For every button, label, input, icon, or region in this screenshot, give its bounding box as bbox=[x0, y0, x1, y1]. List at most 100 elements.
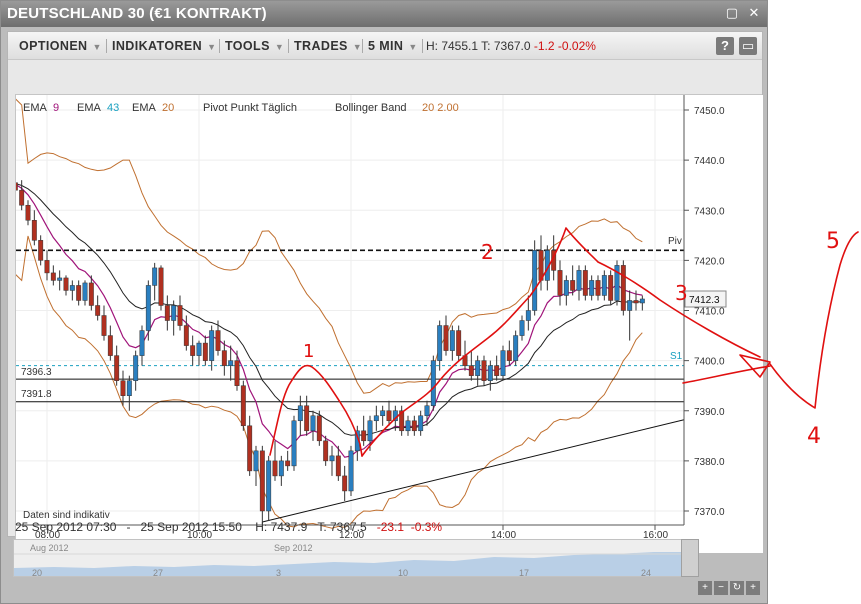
range-end: 25 Sep 2012 15:50 bbox=[140, 520, 242, 534]
candle-body bbox=[16, 182, 18, 191]
candle-body bbox=[538, 250, 544, 281]
candle-body bbox=[443, 325, 449, 351]
legend-ema-9-param: 9 bbox=[53, 102, 59, 114]
range-start: 25 Sep 2012 07:30 bbox=[15, 520, 117, 534]
window-titlebar[interactable]: DEUTSCHLAND 30 (€1 KONTRAKT) ▢ ✕ bbox=[1, 1, 767, 27]
legend-bollinger-label: Bollinger Band bbox=[335, 102, 407, 114]
y-tick-label: 7440.0 bbox=[694, 156, 725, 167]
level-a-label: 7396.3 bbox=[21, 367, 52, 378]
menu-optionen[interactable]: OPTIONEN ▼ bbox=[19, 39, 102, 53]
candle-body bbox=[494, 365, 500, 376]
y-tick-label: 7430.0 bbox=[694, 206, 725, 217]
candle-body bbox=[595, 280, 601, 296]
candle-body bbox=[329, 455, 335, 462]
candle-body bbox=[107, 335, 113, 356]
nav-day: 24 bbox=[641, 568, 651, 577]
candle-body bbox=[266, 460, 272, 512]
candle-body bbox=[209, 330, 215, 361]
candle-body bbox=[456, 330, 462, 356]
candle-body bbox=[601, 275, 607, 296]
range-change-pct: -0.3% bbox=[410, 520, 443, 534]
candle-body bbox=[418, 415, 424, 432]
candle-body bbox=[323, 440, 329, 462]
candle-body bbox=[589, 280, 595, 296]
candle-body bbox=[183, 325, 189, 346]
menu-indikatoren[interactable]: INDIKATOREN ▼ bbox=[112, 39, 217, 53]
candle-body bbox=[468, 365, 474, 376]
candle-body bbox=[411, 420, 417, 432]
x-tick-label: 14:00 bbox=[491, 530, 516, 541]
close-icon[interactable]: ✕ bbox=[748, 5, 760, 20]
y-tick-label: 7400.0 bbox=[694, 357, 725, 368]
candle-body bbox=[608, 275, 614, 301]
legend-ema-43-param: 43 bbox=[107, 102, 119, 114]
nav-month-aug: Aug 2012 bbox=[30, 543, 69, 553]
candle-body bbox=[532, 250, 538, 311]
candle-body bbox=[316, 415, 322, 442]
legend-bollinger-param: 20 2.00 bbox=[422, 102, 459, 114]
wave-label-4: 4 bbox=[807, 424, 821, 449]
candle-body bbox=[487, 365, 493, 381]
date-range-bar: 25 Sep 2012 07:30 - 25 Sep 2012 15:50 H:… bbox=[15, 517, 755, 537]
time-navigator[interactable]: Aug 2012 Sep 2012 20 27 3 10 17 24 bbox=[13, 539, 685, 577]
help-icon[interactable]: ? bbox=[716, 37, 734, 55]
candle-body bbox=[557, 270, 563, 296]
fullscreen-icon[interactable]: + bbox=[746, 581, 760, 595]
candle-body bbox=[228, 360, 234, 366]
nav-day: 20 bbox=[32, 568, 42, 577]
candle-body bbox=[126, 380, 132, 396]
menu-trades[interactable]: TRADES ▼ bbox=[294, 39, 363, 53]
x-tick-label: 08:00 bbox=[35, 530, 60, 541]
toolbar-divider bbox=[288, 39, 289, 53]
candle-body bbox=[342, 475, 348, 492]
candle-body bbox=[614, 265, 620, 301]
range-low: T: 7367.5 bbox=[317, 520, 367, 534]
candle-body bbox=[437, 325, 443, 361]
ema-9-line bbox=[16, 183, 643, 458]
wave-label-5: 5 bbox=[826, 229, 840, 254]
candle-body bbox=[310, 415, 316, 432]
zoom-out-icon[interactable]: − bbox=[714, 581, 728, 595]
candle-body bbox=[25, 204, 31, 221]
nav-month-sep: Sep 2012 bbox=[274, 543, 313, 553]
zoom-in-icon[interactable]: + bbox=[698, 581, 712, 595]
candle-body bbox=[95, 305, 101, 316]
chart-toolbar: OPTIONEN ▼ INDIKATOREN ▼ TOOLS ▼ TRADES ▼ 5 … bbox=[8, 32, 762, 60]
legend-ema-20-label: EMA bbox=[132, 102, 157, 114]
candle-body bbox=[373, 415, 379, 422]
y-tick-label: 7380.0 bbox=[694, 457, 725, 468]
chevron-down-icon: ▼ bbox=[92, 42, 102, 52]
disclaimer-text: Daten sind indikativ bbox=[23, 510, 110, 521]
legend-pivot-label: Pivot Punkt Täglich bbox=[203, 102, 297, 114]
candle-body bbox=[563, 280, 569, 296]
navigator-handle[interactable] bbox=[681, 539, 699, 577]
candle-body bbox=[513, 335, 519, 361]
chart-canvas[interactable]: 7450.0 7440.0 7430.0 7420.0 7410.0 7400.0 7390… bbox=[16, 95, 763, 553]
candle-body bbox=[335, 455, 341, 477]
toolbar-divider bbox=[422, 39, 423, 53]
candle-body bbox=[114, 355, 120, 381]
chevron-down-icon: ▼ bbox=[274, 42, 285, 52]
menu-tools[interactable]: TOOLS ▼ bbox=[225, 39, 285, 53]
comment-icon[interactable]: ▭ bbox=[739, 37, 757, 55]
candle-body bbox=[582, 270, 588, 296]
refresh-icon[interactable]: ↻ bbox=[730, 581, 744, 595]
current-price-label: 7412.3 bbox=[689, 295, 720, 306]
range-separator: - bbox=[126, 520, 131, 534]
minimize-icon[interactable]: ▢ bbox=[725, 5, 739, 20]
trendline bbox=[262, 419, 685, 523]
candle-body bbox=[177, 305, 183, 326]
y-tick-label: 7370.0 bbox=[694, 507, 725, 518]
price-chart[interactable]: 7450.0 7440.0 7430.0 7420.0 7410.0 7400.0 7390… bbox=[15, 94, 763, 553]
nav-day: 17 bbox=[519, 568, 529, 577]
candle-body bbox=[367, 420, 373, 442]
candle-body bbox=[196, 342, 202, 356]
candle-body bbox=[278, 460, 284, 477]
quote-change-pct: -0.02% bbox=[557, 39, 596, 53]
toolbar-divider bbox=[362, 39, 363, 53]
candle-body bbox=[348, 450, 354, 492]
menu-interval[interactable]: 5 MIN ▼ bbox=[368, 39, 418, 53]
navigator-canvas[interactable]: Aug 2012 Sep 2012 20 27 3 10 17 24 bbox=[14, 540, 685, 577]
x-tick-label: 10:00 bbox=[187, 530, 212, 541]
candle-body bbox=[633, 300, 639, 304]
